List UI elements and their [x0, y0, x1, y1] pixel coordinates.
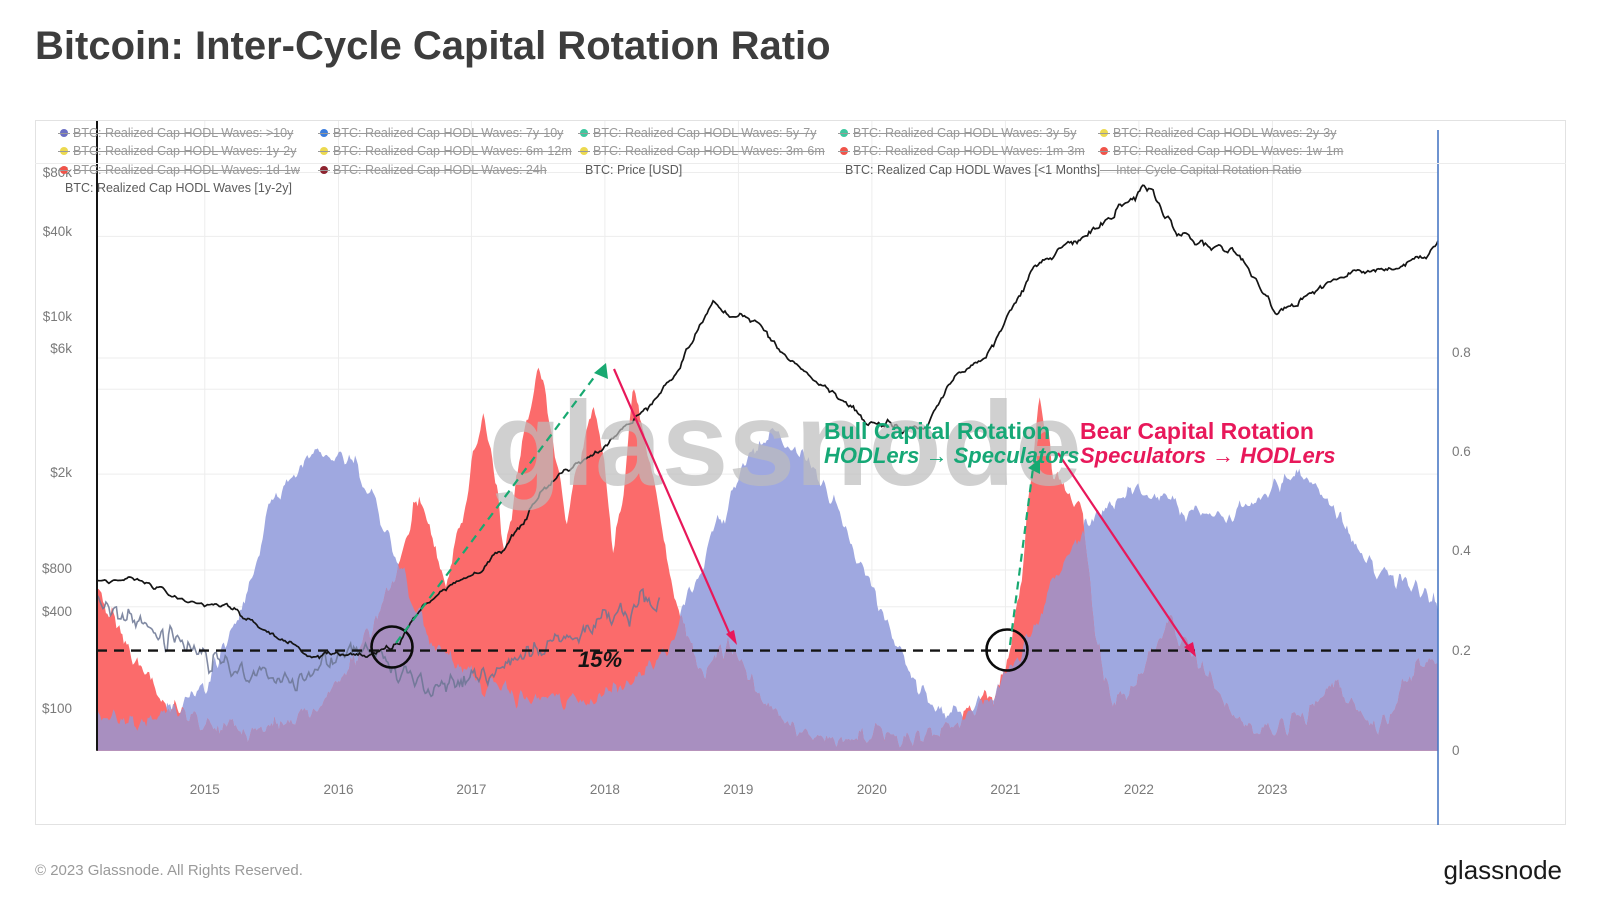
svg-text:15%: 15%	[578, 647, 622, 672]
